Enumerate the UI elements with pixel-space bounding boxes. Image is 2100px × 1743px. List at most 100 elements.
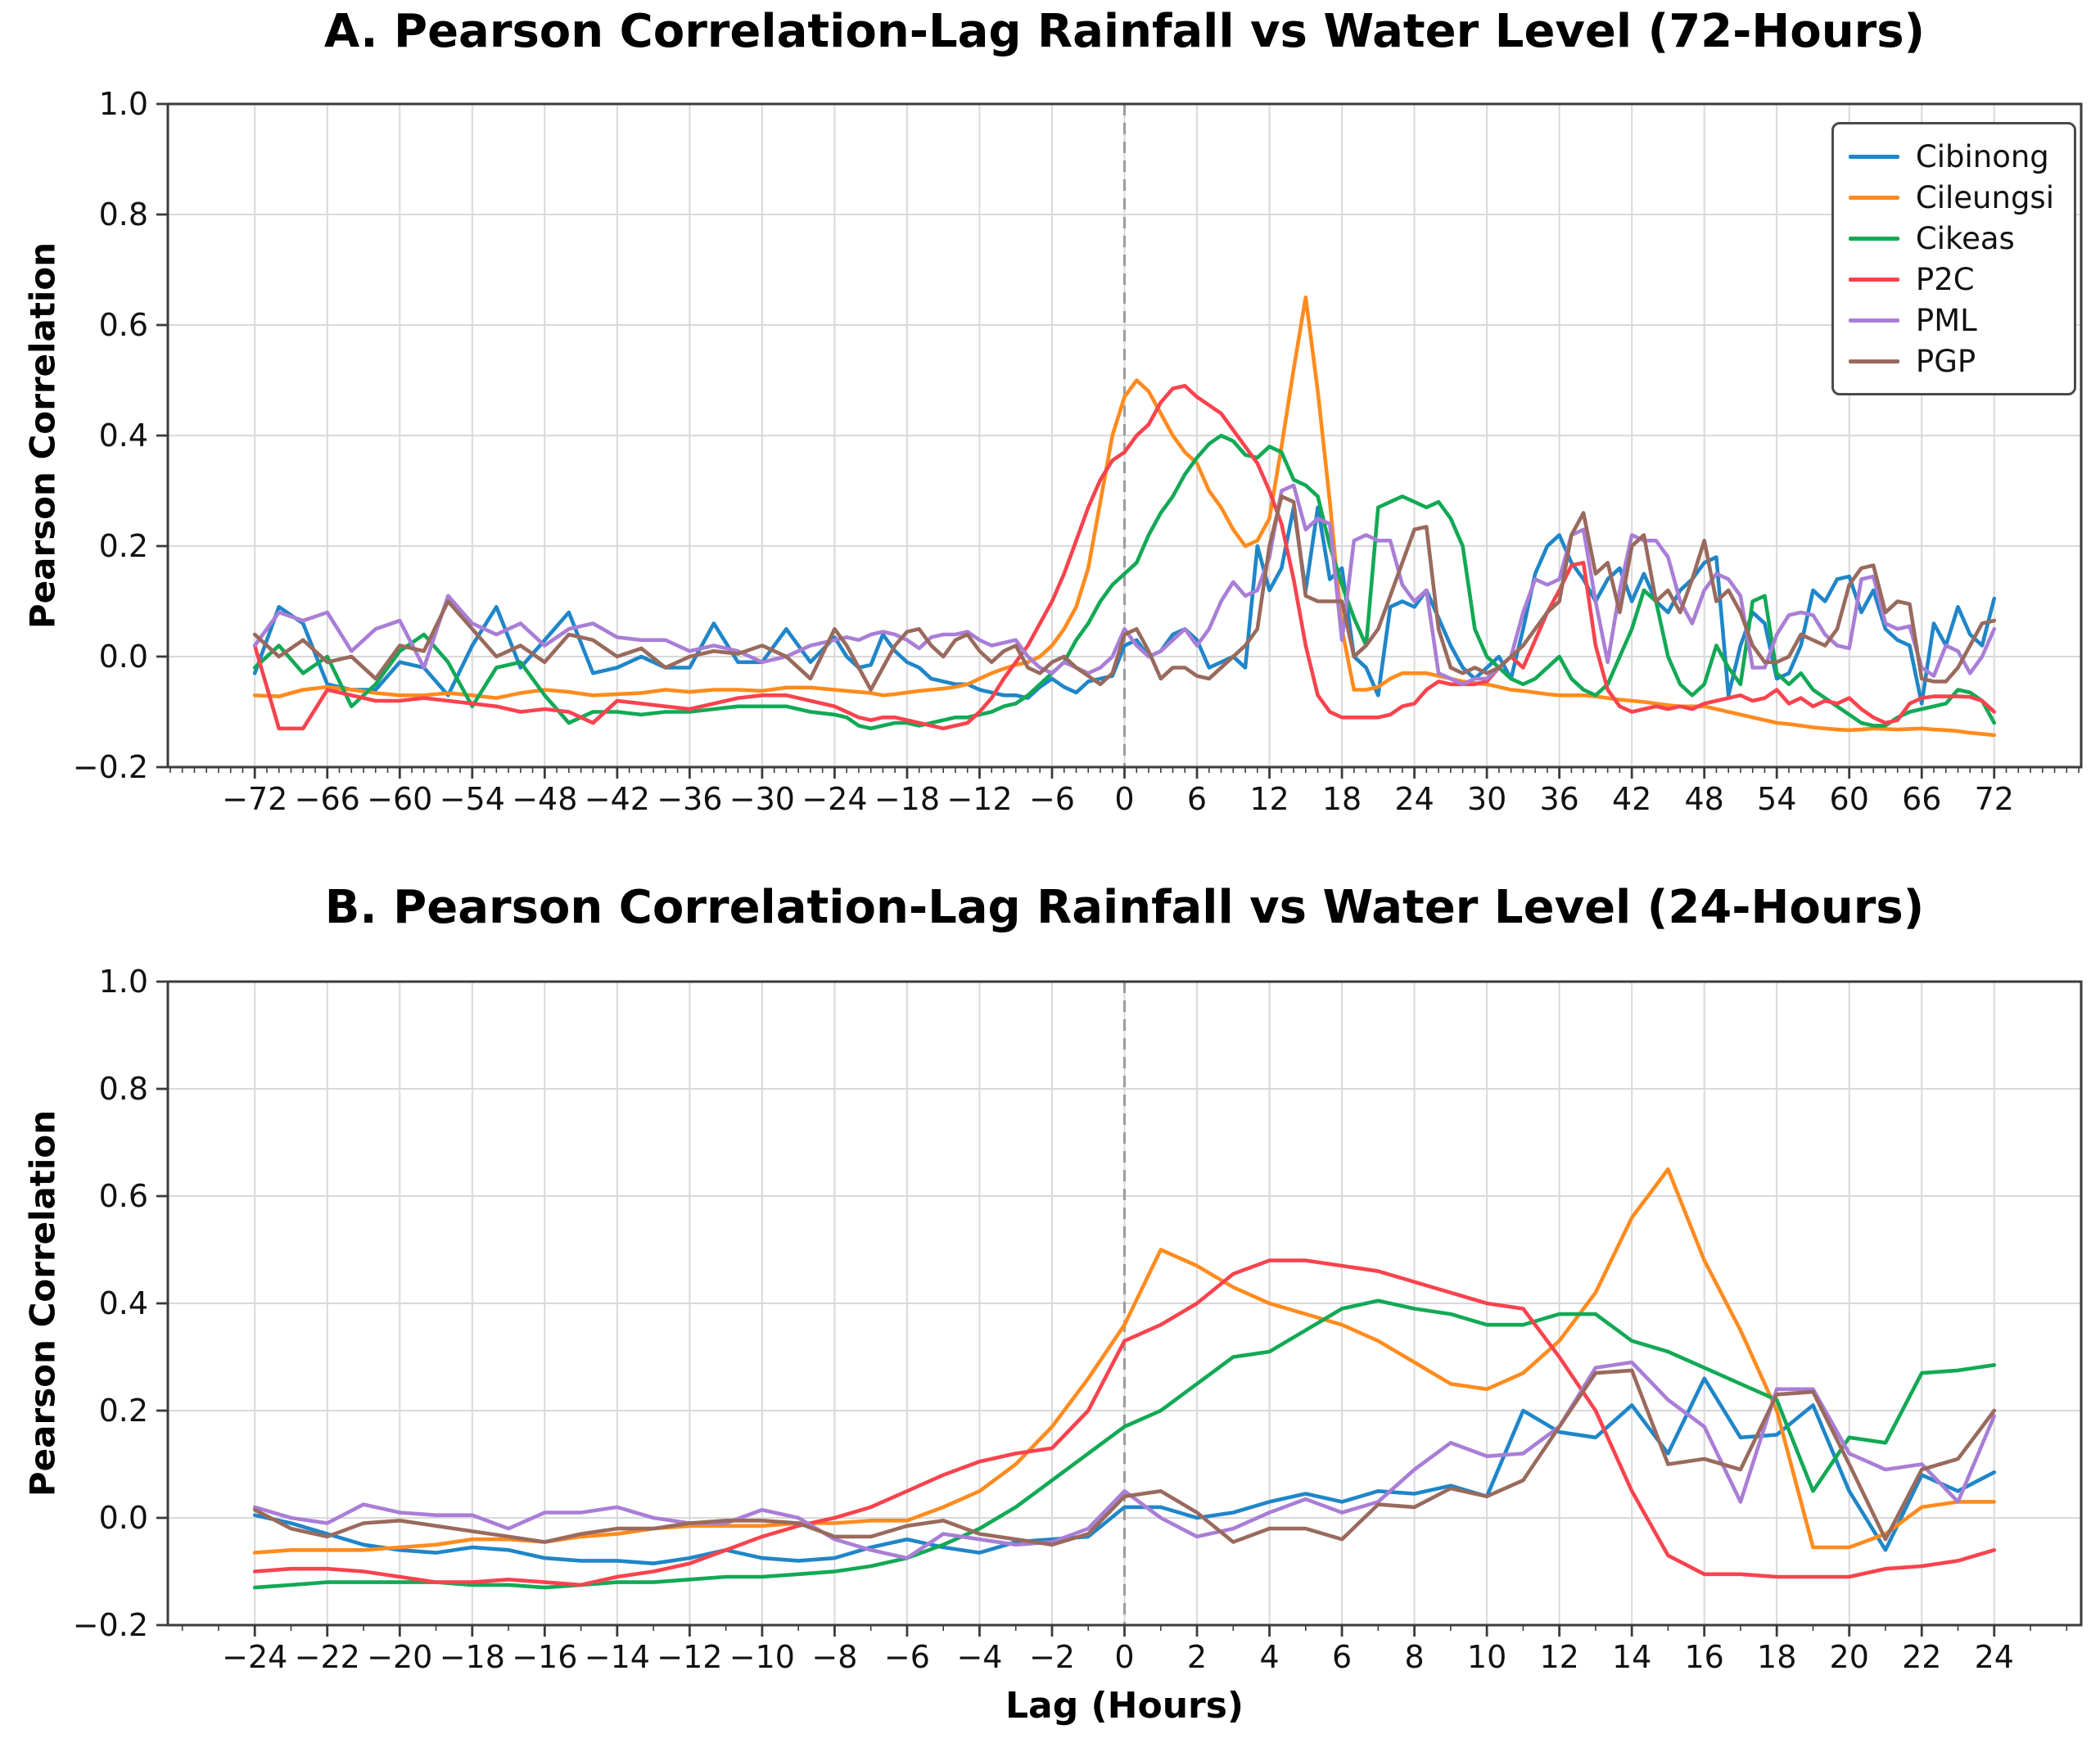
svg-text:18: 18 <box>1322 781 1362 817</box>
svg-text:−66: −66 <box>295 781 360 817</box>
svg-text:12: 12 <box>1249 781 1289 817</box>
svg-text:−0.2: −0.2 <box>73 749 148 785</box>
legend-label: PML <box>1915 302 1977 338</box>
legend-line-swatch <box>1848 154 1899 159</box>
series-line-cibinong <box>252 1376 1997 1566</box>
tick-labels: −24 −22 −20 −18 −16 −14 −12 −10 −8 −6 −4 −2 0 2 4 6 8 10 1… <box>73 964 2014 1675</box>
series-line-pgp <box>252 1368 1997 1547</box>
panel-a-plot: −72 −66 −60 −54 −48 −42 −36 −30 −24 −18 −12 −6 0 6 12 1… <box>73 86 2083 817</box>
legend-label: PGP <box>1915 343 1976 379</box>
svg-text:0.6: 0.6 <box>99 1178 148 1214</box>
svg-text:0: 0 <box>1114 781 1134 817</box>
svg-text:−60: −60 <box>367 781 432 817</box>
svg-text:−36: −36 <box>657 781 722 817</box>
svg-text:−6: −6 <box>884 1639 930 1675</box>
legend-line-swatch <box>1848 359 1899 364</box>
svg-text:66: 66 <box>1902 781 1941 817</box>
svg-text:0.6: 0.6 <box>99 307 148 343</box>
svg-text:−0.2: −0.2 <box>73 1607 148 1643</box>
svg-text:24: 24 <box>1394 781 1434 817</box>
svg-text:−10: −10 <box>729 1639 795 1675</box>
svg-text:1.0: 1.0 <box>99 86 148 122</box>
svg-text:−22: −22 <box>295 1639 360 1675</box>
svg-text:−30: −30 <box>729 781 795 817</box>
svg-text:8: 8 <box>1404 1639 1424 1675</box>
svg-text:2: 2 <box>1187 1639 1207 1675</box>
svg-text:1.0: 1.0 <box>99 964 148 1000</box>
svg-text:0: 0 <box>1114 1639 1134 1675</box>
svg-text:−14: −14 <box>585 1639 650 1675</box>
legend: Cibinong Cileungsi Cikeas P2C PML PGP <box>1831 122 2076 395</box>
svg-text:−12: −12 <box>657 1639 722 1675</box>
tick-labels: −72 −66 −60 −54 −48 −42 −36 −30 −24 −18 −12 −6 0 6 12 1… <box>73 86 2014 817</box>
axis-ticks <box>156 102 2080 779</box>
legend-label: Cikeas <box>1915 220 2015 256</box>
panel-b-plot: −24 −22 −20 −18 −16 −14 −12 −10 −8 −6 −4 −2 0 2 4 6 8 10 1… <box>73 964 2083 1675</box>
legend-label: Cibinong <box>1915 138 2049 174</box>
svg-text:16: 16 <box>1685 1639 1724 1675</box>
axis-ticks <box>156 980 2068 1637</box>
legend-line-swatch <box>1848 195 1899 200</box>
svg-text:−2: −2 <box>1029 1639 1075 1675</box>
svg-text:0.0: 0.0 <box>99 639 148 675</box>
legend-line-swatch <box>1848 318 1899 323</box>
legend-item-pgp: PGP <box>1848 341 2054 382</box>
svg-text:54: 54 <box>1757 781 1796 817</box>
x-axis-label: Lag (Hours) <box>1005 1685 1244 1727</box>
svg-text:0.2: 0.2 <box>99 1393 148 1429</box>
legend-line-swatch <box>1848 277 1899 282</box>
series-line-cikeas <box>252 1298 1997 1590</box>
svg-text:0.8: 0.8 <box>99 1071 148 1107</box>
svg-text:24: 24 <box>1975 1639 2014 1675</box>
svg-text:14: 14 <box>1612 1639 1651 1675</box>
svg-text:0.0: 0.0 <box>99 1500 148 1536</box>
svg-text:−20: −20 <box>367 1639 432 1675</box>
panel-b: −24 −22 −20 −18 −16 −14 −12 −10 −8 −6 −4 −2 0 2 4 6 8 10 1… <box>0 868 2100 1743</box>
svg-text:6: 6 <box>1187 781 1207 817</box>
svg-text:4: 4 <box>1259 1639 1279 1675</box>
svg-text:60: 60 <box>1830 781 1869 817</box>
panel-b-title: B. Pearson Correlation-Lag Rainfall vs W… <box>324 881 1925 934</box>
svg-text:42: 42 <box>1612 781 1651 817</box>
svg-text:72: 72 <box>1975 781 2014 817</box>
svg-text:0.4: 0.4 <box>99 418 148 454</box>
svg-text:−16: −16 <box>512 1639 577 1675</box>
axes-box <box>166 102 2083 769</box>
svg-text:−72: −72 <box>222 781 287 817</box>
series-line-pgp <box>252 494 1997 692</box>
legend-label: P2C <box>1915 261 1975 297</box>
svg-text:−54: −54 <box>440 781 505 817</box>
axes-box <box>166 980 2083 1627</box>
svg-text:−48: −48 <box>512 781 577 817</box>
svg-text:10: 10 <box>1467 1639 1506 1675</box>
panel-a-ylabel: Pearson Correlation <box>22 242 63 630</box>
legend-label: Cileungsi <box>1915 179 2054 215</box>
svg-text:18: 18 <box>1757 1639 1796 1675</box>
svg-text:−8: −8 <box>811 1639 857 1675</box>
legend-line-swatch <box>1848 236 1899 241</box>
svg-text:6: 6 <box>1332 1639 1352 1675</box>
svg-text:−24: −24 <box>802 781 867 817</box>
legend-item-cikeas: Cikeas <box>1848 218 2054 259</box>
svg-text:48: 48 <box>1685 781 1724 817</box>
series-line-pml <box>252 1360 1997 1560</box>
legend-item-cileungsi: Cileungsi <box>1848 177 2054 218</box>
svg-text:−42: −42 <box>585 781 650 817</box>
svg-text:−24: −24 <box>222 1639 287 1675</box>
legend-item-p2c: P2C <box>1848 259 2054 300</box>
svg-text:−18: −18 <box>440 1639 505 1675</box>
svg-text:22: 22 <box>1902 1639 1941 1675</box>
series-line-cikeas <box>252 433 1997 731</box>
svg-text:−6: −6 <box>1029 781 1075 817</box>
series-line-cileungsi <box>252 295 1997 738</box>
panel-b-ylabel: Pearson Correlation <box>22 1109 63 1497</box>
svg-text:12: 12 <box>1539 1639 1578 1675</box>
svg-text:0.4: 0.4 <box>99 1285 148 1321</box>
svg-text:0.8: 0.8 <box>99 196 148 233</box>
legend-item-pml: PML <box>1848 300 2054 341</box>
svg-text:30: 30 <box>1467 781 1506 817</box>
panel-a: −72 −66 −60 −54 −48 −42 −36 −30 −24 −18 −12 −6 0 6 12 1… <box>0 0 2100 868</box>
svg-text:−4: −4 <box>956 1639 1002 1675</box>
svg-text:−18: −18 <box>874 781 940 817</box>
